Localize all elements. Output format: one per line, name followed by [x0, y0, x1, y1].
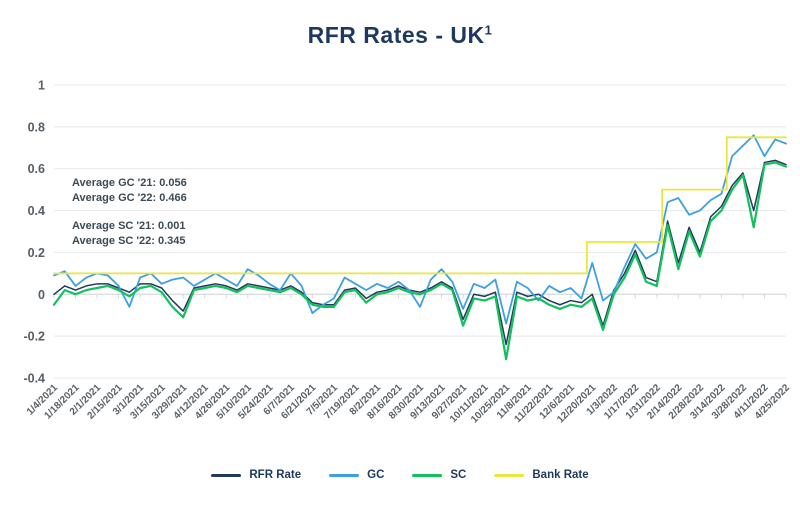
- svg-text:0.4: 0.4: [28, 204, 45, 218]
- legend-line-swatch-rfr-rate: [211, 473, 242, 477]
- annotation-average-gc: Average GC '21: 0.056 Average GC '22: 0.…: [72, 176, 187, 206]
- legend-line-swatch-bank-rate: [494, 473, 525, 477]
- chart-legend: RFR Rate GC SC Bank Rate: [0, 469, 800, 481]
- chart-title-text: RFR Rates - UK: [307, 22, 485, 48]
- svg-text:-0.4: -0.4: [23, 372, 45, 386]
- legend-label-bank-rate: Bank Rate: [532, 469, 589, 481]
- svg-text:0.2: 0.2: [28, 246, 45, 260]
- svg-text:0.6: 0.6: [28, 162, 45, 176]
- legend-label-sc: SC: [450, 469, 467, 481]
- legend-item-rfr-rate: RFR Rate: [211, 469, 301, 481]
- svg-text:0.8: 0.8: [28, 120, 45, 134]
- chart-title: RFR Rates - UK1: [0, 22, 800, 49]
- annotation-average-gc-22: Average GC '22: 0.466: [72, 192, 187, 204]
- legend-item-bank-rate: Bank Rate: [494, 469, 589, 481]
- annotation-average-gc-21: Average GC '21: 0.056: [72, 177, 187, 189]
- legend-label-gc: GC: [367, 469, 385, 481]
- legend-line-swatch-sc: [412, 473, 443, 477]
- svg-text:1: 1: [38, 79, 45, 93]
- annotation-average-sc-22: Average SC '22: 0.345: [72, 235, 186, 247]
- legend-label-rfr-rate: RFR Rate: [249, 469, 302, 481]
- annotation-average-sc-21: Average SC '21: 0.001: [72, 220, 186, 232]
- svg-text:0: 0: [38, 288, 45, 302]
- annotation-average-sc: Average SC '21: 0.001 Average SC '22: 0.…: [72, 219, 186, 249]
- legend-line-swatch-gc: [329, 473, 360, 477]
- legend-item-gc: GC: [329, 469, 384, 481]
- svg-text:-0.2: -0.2: [23, 330, 45, 344]
- chart-title-footnote-superscript: 1: [484, 22, 493, 38]
- legend-item-sc: SC: [412, 469, 466, 481]
